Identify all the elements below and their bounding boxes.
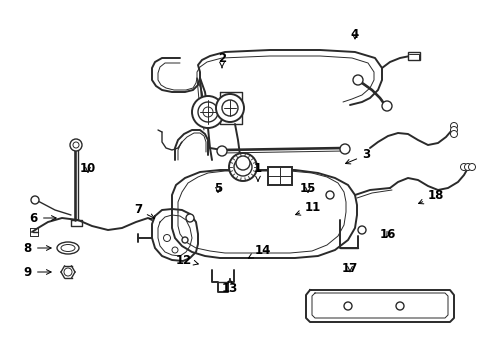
Text: 14: 14 bbox=[248, 243, 271, 258]
Text: 11: 11 bbox=[295, 202, 321, 215]
Circle shape bbox=[460, 163, 467, 171]
Circle shape bbox=[449, 122, 457, 130]
Text: 9: 9 bbox=[24, 265, 51, 279]
Circle shape bbox=[381, 101, 391, 111]
Polygon shape bbox=[305, 290, 453, 322]
Ellipse shape bbox=[57, 242, 79, 254]
Text: 15: 15 bbox=[299, 182, 316, 195]
Bar bbox=[407, 52, 419, 60]
Circle shape bbox=[185, 214, 194, 222]
Circle shape bbox=[192, 96, 224, 128]
Circle shape bbox=[217, 146, 226, 156]
Text: 7: 7 bbox=[134, 203, 154, 218]
Text: 5: 5 bbox=[213, 182, 222, 195]
Text: 10: 10 bbox=[80, 162, 96, 175]
Text: 13: 13 bbox=[221, 279, 238, 294]
Circle shape bbox=[449, 130, 457, 138]
Circle shape bbox=[339, 144, 349, 154]
Text: 16: 16 bbox=[379, 228, 395, 241]
Text: 2: 2 bbox=[218, 52, 225, 68]
Text: 3: 3 bbox=[345, 148, 369, 164]
Polygon shape bbox=[172, 170, 356, 258]
Circle shape bbox=[352, 75, 362, 85]
Text: 17: 17 bbox=[341, 262, 357, 275]
Circle shape bbox=[325, 191, 333, 199]
Circle shape bbox=[216, 94, 244, 122]
Text: 12: 12 bbox=[175, 253, 198, 266]
Circle shape bbox=[70, 139, 82, 151]
Circle shape bbox=[236, 156, 249, 170]
Bar bbox=[267, 167, 291, 185]
Text: 8: 8 bbox=[24, 242, 51, 255]
Circle shape bbox=[182, 237, 187, 243]
Text: 1: 1 bbox=[253, 162, 262, 181]
Circle shape bbox=[464, 163, 470, 171]
Circle shape bbox=[228, 153, 257, 181]
Circle shape bbox=[357, 226, 365, 234]
Circle shape bbox=[31, 196, 39, 204]
Text: 18: 18 bbox=[418, 189, 444, 204]
Text: 4: 4 bbox=[350, 28, 358, 41]
Circle shape bbox=[449, 126, 457, 134]
Text: 6: 6 bbox=[30, 211, 56, 225]
Polygon shape bbox=[152, 209, 198, 261]
Circle shape bbox=[468, 163, 474, 171]
